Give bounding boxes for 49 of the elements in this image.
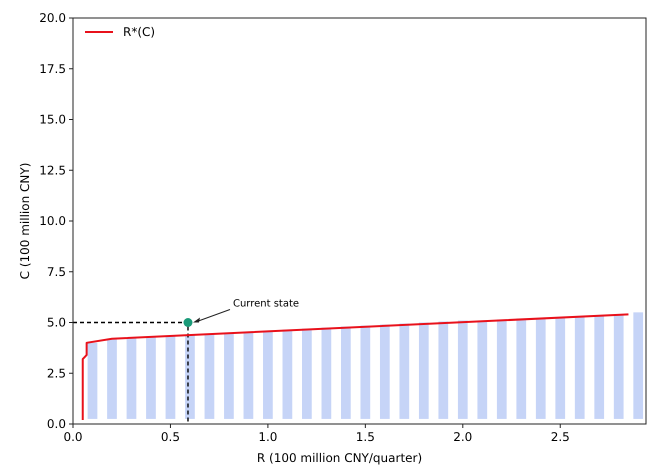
line-series: [82, 313, 630, 421]
y-axis-title: C (100 million CNY): [18, 162, 32, 280]
y-tick-label: 2.5: [46, 366, 66, 380]
bar: [633, 312, 644, 419]
x-tick-label: 0.5: [160, 430, 180, 444]
y-tick-label: 12.5: [39, 163, 66, 178]
y-tick-label: 7.5: [46, 264, 66, 279]
bar: [185, 334, 195, 419]
x-tick-label: 1.5: [356, 430, 375, 444]
bar: [438, 321, 448, 419]
x-axis-title: R (100 million CNY/quarter): [256, 451, 422, 465]
bar: [380, 324, 390, 419]
bar: [263, 330, 273, 419]
bar: [282, 330, 292, 419]
y-tick-label: 5.0: [46, 316, 66, 330]
x-tick-label: 1.0: [258, 430, 278, 444]
y-tick-label: 20.0: [39, 11, 66, 25]
annotation: Current state: [232, 298, 300, 310]
bar: [594, 315, 604, 419]
legend-label: R*(C): [123, 25, 156, 39]
bar: [302, 328, 312, 419]
bar: [107, 338, 117, 419]
bar: [204, 334, 214, 419]
bar: [244, 332, 254, 419]
bar: [88, 342, 98, 419]
bar: [399, 324, 410, 419]
bar: [574, 316, 585, 419]
y-tick-label: 17.5: [39, 62, 66, 76]
bar: [458, 320, 468, 419]
bar: [224, 332, 234, 419]
bar: [126, 338, 136, 419]
bar: [536, 318, 546, 419]
bar: [418, 322, 429, 419]
bar: [614, 314, 624, 419]
x-tick-label: 2.5: [550, 430, 570, 444]
bar: [555, 317, 566, 419]
x-tick-label: 2.0: [453, 430, 472, 444]
bar: [321, 328, 332, 419]
bar: [516, 318, 526, 419]
y-tick-label: 0.0: [46, 417, 66, 431]
bar: [360, 326, 370, 419]
bar: [166, 336, 176, 419]
bar: [146, 336, 156, 419]
bar: [340, 326, 351, 419]
y-tick-label: 15.0: [39, 112, 66, 126]
x-tick-label: 0.0: [63, 430, 83, 444]
bar: [496, 319, 507, 419]
bar: [477, 320, 488, 419]
y-tick-label: 10.0: [39, 214, 66, 228]
